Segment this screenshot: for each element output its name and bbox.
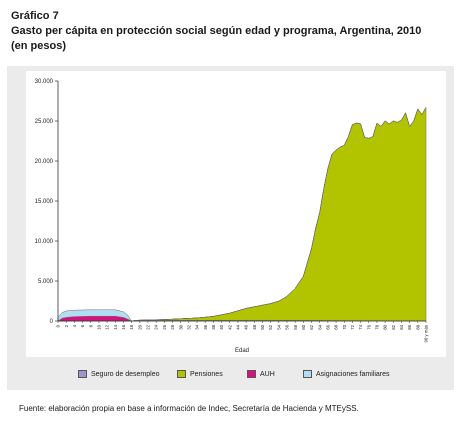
x-tick-label: 24 [154,324,159,329]
x-tick-label: 14 [113,324,118,329]
y-tick-label: 30.000 [35,79,54,85]
x-tick-label: 44 [236,324,241,329]
y-tick-label: 25.000 [35,119,54,125]
x-tick-label: 78 [375,324,380,329]
x-tick-label: 2 [64,324,69,327]
series-area-pensiones [58,106,427,322]
series-area-asignaciones [57,107,427,322]
legend-item-auh: AUH [247,368,275,380]
x-tick-label: 52 [268,324,273,329]
y-tick-label: 20.000 [35,159,54,165]
legend-swatch-pensiones [177,370,186,378]
y-tick-label: 15.000 [35,199,54,205]
x-tick-label: 72 [350,324,355,329]
x-tick-label: 54 [276,324,281,329]
chart-heading: Gráfico 7 Gasto per cápita en protección… [11,9,421,54]
x-tick-label: 16 [121,324,126,329]
legend: Seguro de desempleo Pensiones AUH Asigna… [26,362,446,386]
x-tick-label: 34 [195,324,200,329]
x-tick-label: 84 [399,324,404,329]
x-axis-title: Edad [235,348,249,354]
y-tick-label: 10.000 [35,239,54,245]
legend-item-asignaciones: Asignaciones familiares [303,368,390,380]
legend-item-seguro: Seguro de desempleo [78,368,160,380]
source-note: Fuente: elaboración propia en base a inf… [19,404,359,413]
x-tick-label: 48 [252,324,257,329]
x-tick-label: 68 [334,324,339,329]
x-tick-label: 40 [219,324,224,329]
x-tick-label: 58 [293,324,298,329]
chart-title: Gasto per cápita en protección social se… [11,25,422,37]
legend-label-seguro: Seguro de desempleo [91,370,160,378]
y-tick-label: 5.000 [38,279,54,285]
x-tick-label: 32 [186,324,191,329]
x-tick-label: 28 [170,324,175,329]
x-tick-label: 86 [407,324,412,329]
x-tick-label: 42 [227,324,232,329]
x-tick-label: 70 [342,324,347,329]
legend-label-pensiones: Pensiones [190,370,223,378]
x-tick-label: 22 [146,324,151,329]
x-tick-label: 90 y más [424,325,429,342]
x-tick-label: 66 [325,324,330,329]
x-tick-label: 20 [137,324,142,329]
x-tick-label: 30 [178,324,183,329]
x-tick-label: 76 [366,324,371,329]
figure-number: Gráfico 7 [11,10,59,22]
chart-unit: (en pesos) [11,40,67,52]
x-tick-label: 36 [203,324,208,329]
legend-swatch-asignaciones [303,370,312,378]
x-tick-label: 0 [56,324,61,327]
x-tick-label: 74 [358,324,363,329]
x-tick-label: 6 [80,324,85,327]
x-tick-label: 4 [72,324,77,327]
x-tick-label: 8 [88,324,93,327]
x-tick-label: 12 [105,324,110,329]
y-tick-label: 0 [50,319,54,325]
x-tick-label: 46 [244,324,249,329]
x-tick-label: 64 [317,324,322,329]
legend-label-asignaciones: Asignaciones familiares [316,370,390,378]
x-tick-label: 26 [162,324,167,329]
x-tick-label: 56 [285,324,290,329]
plot-box: 0 5.000 10.000 15.000 20.000 25.000 30.000 0 2 4 6… [26,71,446,357]
x-tick-label: 80 [383,324,388,329]
x-tick-label: 62 [309,324,314,329]
x-tick-label: 82 [391,324,396,329]
legend-swatch-seguro [78,370,87,378]
x-tick-label: 18 [129,324,134,329]
x-tick-label: 50 [260,324,265,329]
x-tick-label: 38 [211,324,216,329]
chart-panel: 0 5.000 10.000 15.000 20.000 25.000 30.000 0 2 4 6… [7,66,454,390]
x-tick-label: 88 [415,324,420,329]
legend-item-pensiones: Pensiones [177,368,223,380]
x-tick-label: 60 [301,324,306,329]
legend-label-auh: AUH [260,370,275,378]
legend-swatch-auh [247,370,256,378]
x-tick-label: 10 [96,324,101,329]
